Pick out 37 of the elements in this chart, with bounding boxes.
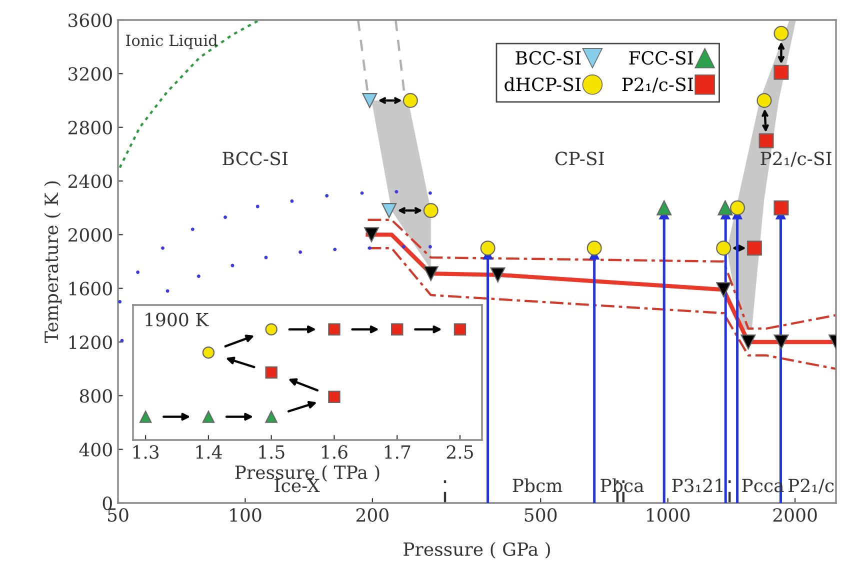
y-tick-label: 3600 bbox=[68, 13, 112, 28]
legend-label: BCC-SI bbox=[516, 51, 581, 65]
y-tick-label: 0 bbox=[102, 496, 112, 510]
y-tick-label: 400 bbox=[79, 442, 112, 456]
y-tick-label: 1200 bbox=[69, 335, 112, 350]
annotation: Pbcm bbox=[512, 478, 562, 492]
y-tick-label: 2800 bbox=[68, 120, 112, 134]
legend-label: FCC-SI bbox=[629, 51, 693, 65]
annotation: P2₁/c-SI bbox=[760, 152, 832, 167]
annotation: Ionic Liquid bbox=[126, 34, 218, 50]
y-tick-label: 2400 bbox=[68, 174, 112, 188]
x-tick-label: 1000 bbox=[647, 508, 690, 522]
x-tick-label: 500 bbox=[524, 508, 557, 522]
x-axis-title: Pressure ( GPa ) bbox=[404, 542, 550, 559]
y-tick-label: 3200 bbox=[68, 67, 112, 81]
x-tick-label: 1.3 bbox=[133, 445, 159, 459]
annotation: 1900 K bbox=[146, 312, 209, 326]
legend-label: P2₁/c-SI bbox=[622, 78, 693, 93]
x-tick-label: 200 bbox=[356, 508, 388, 522]
annotation: Pbca bbox=[600, 478, 644, 492]
y-axis-title: Temperature ( K ) bbox=[44, 181, 62, 343]
annotation: P2₁/c bbox=[788, 478, 834, 494]
annotation: BCC-SI bbox=[222, 152, 288, 166]
x-tick-label: 1.4 bbox=[196, 445, 222, 459]
x-tick-label: 2000 bbox=[773, 508, 817, 522]
x-tick-label: 50 bbox=[108, 508, 128, 522]
annotation: CP-SI bbox=[555, 152, 604, 166]
y-tick-label: 800 bbox=[80, 389, 112, 403]
y-tick-label: 2000 bbox=[68, 228, 112, 242]
x-tick-label: 1.5 bbox=[259, 445, 284, 459]
y-tick-label: 1600 bbox=[69, 282, 112, 296]
x-tick-label: 1.6 bbox=[322, 445, 348, 459]
legend-label: dHCP-SI bbox=[504, 77, 581, 92]
annotation: P3₁21 bbox=[672, 478, 723, 492]
x-tick-label: 2.5 bbox=[446, 445, 473, 459]
x-tick-label: 100 bbox=[230, 508, 262, 522]
x-tick-label: 1.7 bbox=[384, 445, 410, 459]
